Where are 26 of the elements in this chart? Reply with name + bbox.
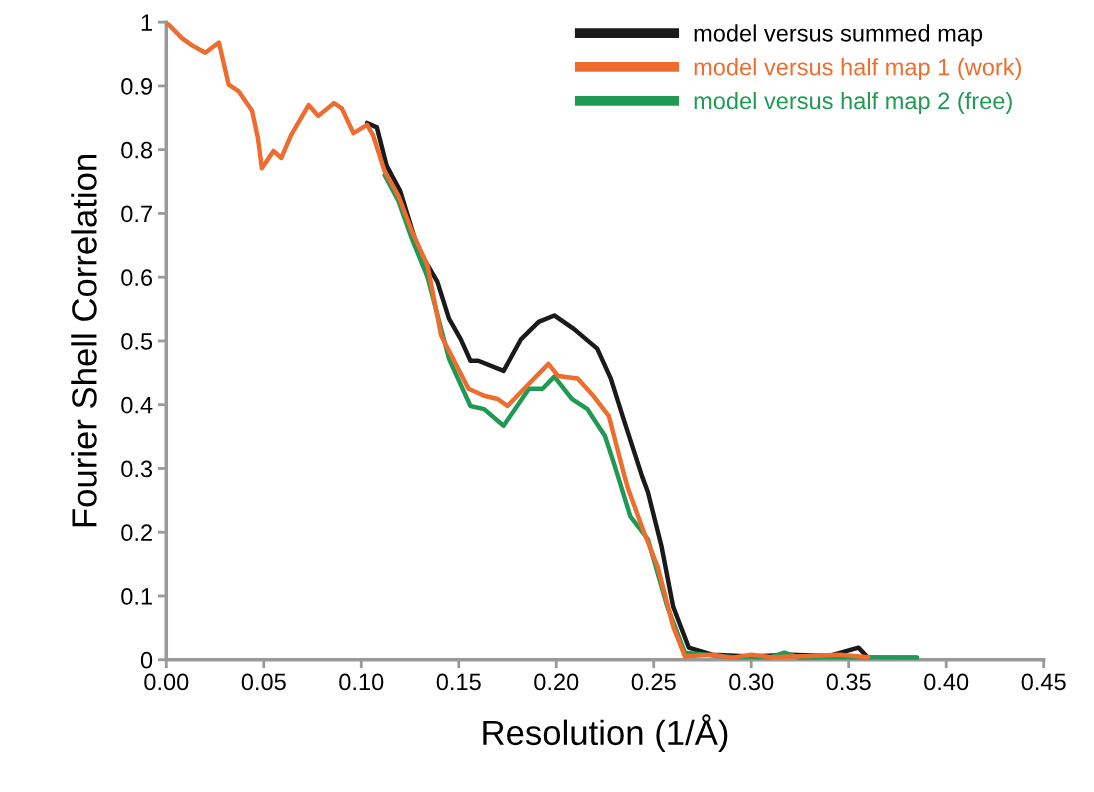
x-tick-label: 0.05 xyxy=(241,673,286,691)
legend-label: model versus half map 1 (work) xyxy=(694,58,1021,81)
y-tick-label: 0.4 xyxy=(121,396,153,414)
x-tick-label: 0.20 xyxy=(534,673,579,691)
x-tick-label: 0.15 xyxy=(436,673,481,691)
y-tick-label: 0.6 xyxy=(121,269,153,286)
legend-label: model versus summed map xyxy=(694,24,983,47)
x-tick-label: 0.30 xyxy=(729,673,774,691)
y-tick-label: 0 xyxy=(140,651,153,669)
y-tick-label: 0.7 xyxy=(121,205,152,223)
x-tick-label: 0.25 xyxy=(631,673,676,691)
x-axis-title: Resolution (1/Å) xyxy=(483,714,728,752)
y-tick-label: 0.5 xyxy=(121,333,153,350)
y-tick-label: 1 xyxy=(141,14,152,31)
x-tick-label: 0.10 xyxy=(339,673,384,691)
y-tick-label: 0.8 xyxy=(121,141,153,159)
y-tick-label: 0.1 xyxy=(121,588,152,605)
y-tick-label: 0.3 xyxy=(121,460,153,478)
x-tick-label: 0.35 xyxy=(826,673,871,691)
x-tick-label: 0.40 xyxy=(924,673,969,691)
y-tick-label: 0.9 xyxy=(121,78,152,95)
legend-label: model versus half map 2 (free) xyxy=(694,91,1012,114)
y-axis-title: Fourier Shell Correlation xyxy=(71,155,97,527)
x-tick-label: 0.45 xyxy=(1021,673,1066,691)
x-tick-label: 0.00 xyxy=(144,673,189,691)
y-tick-label: 0.2 xyxy=(121,524,152,542)
